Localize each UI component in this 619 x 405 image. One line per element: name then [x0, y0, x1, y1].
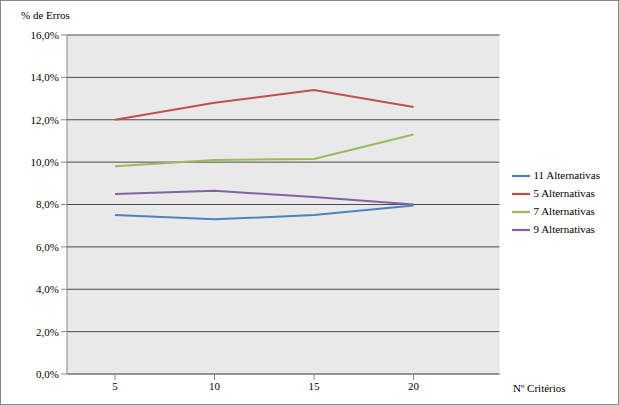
svg-text:15: 15 [309, 380, 321, 392]
html-text:9 Alternativas: 9 Alternativas [533, 222, 595, 234]
svg-text:10: 10 [209, 380, 221, 392]
svg-text:16,0%: 16,0% [31, 29, 59, 41]
svg-text:12,0%: 12,0% [31, 114, 59, 126]
svg-text:8,0%: 8,0% [36, 198, 59, 210]
html-text:Nº Critérios: Nº Critérios [513, 382, 566, 394]
svg-text:0,0%: 0,0% [36, 368, 59, 380]
svg-text:6,0%: 6,0% [36, 241, 59, 253]
svg-text:4,0%: 4,0% [36, 283, 59, 295]
svg-text:20: 20 [408, 380, 420, 392]
svg-text:10,0%: 10,0% [31, 156, 59, 168]
html-text:11 Alternativas: 11 Alternativas [533, 168, 600, 180]
svg-text:2,0%: 2,0% [36, 326, 59, 338]
svg-text:14,0%: 14,0% [31, 71, 59, 83]
html-text:7 Alternativas: 7 Alternativas [533, 204, 595, 216]
svg-text:5: 5 [112, 380, 118, 392]
html-text:5 Alternativas: 5 Alternativas [533, 186, 595, 198]
html-text:% de Erros: % de Erros [21, 9, 70, 21]
